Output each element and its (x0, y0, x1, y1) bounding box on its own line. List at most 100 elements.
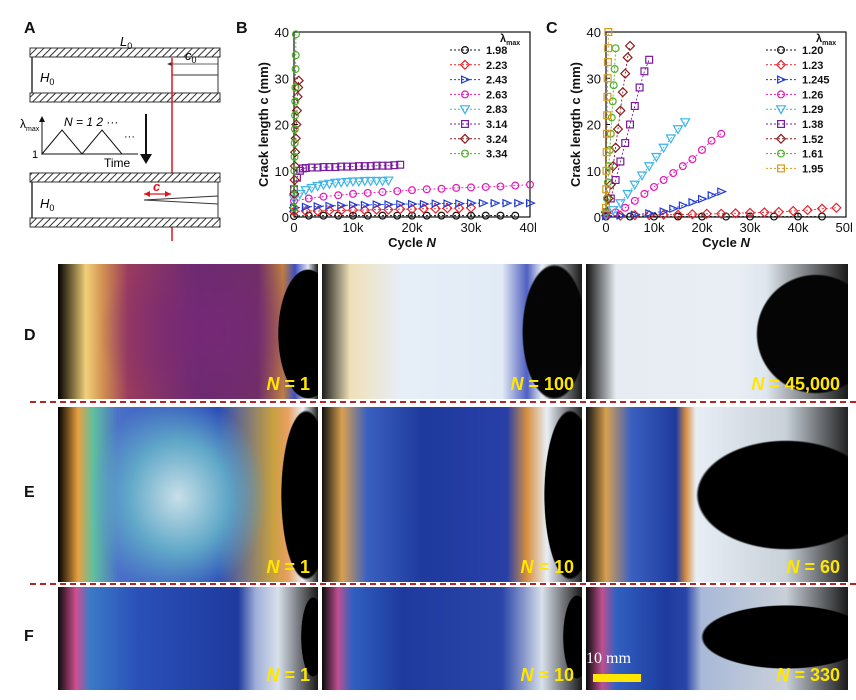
chart-c-legend-marker (775, 59, 787, 71)
l0-label: L0 (120, 36, 132, 51)
chart-b-point (378, 161, 387, 170)
chart-b-point (289, 160, 301, 172)
chart-b-legend-label: 2.43 (486, 75, 507, 87)
chart-c-point (643, 162, 655, 172)
photo-e1-label: N = 1 (266, 557, 310, 577)
chart-c-point (604, 44, 613, 53)
chart-c-legend-title: λmax (816, 33, 836, 47)
chart-c-point (636, 171, 648, 181)
chart-c-point (659, 176, 668, 185)
chart-c-legend-marker (777, 149, 786, 158)
chart-c-point (602, 129, 611, 138)
chart-b-ytick-label: 0 (282, 210, 289, 225)
chart-b-point (291, 64, 300, 73)
chart-b-point (306, 183, 318, 194)
chart-c-point (672, 125, 684, 135)
chart-b-point (490, 198, 501, 208)
chart-b-point (292, 91, 303, 102)
chart-b-point (452, 183, 461, 192)
chart-b-xtick-label: 10k (343, 220, 364, 235)
scale-bar-label: 10 mm (586, 650, 631, 667)
chart-c-legend-label: 1.23 (802, 60, 823, 72)
chart-b-legend-marker (459, 59, 471, 71)
dots-label: ··· (124, 131, 135, 143)
chart-b-point (354, 162, 363, 171)
chart-c-point (650, 152, 662, 163)
photo-f1: N = 1 (58, 587, 318, 690)
chart-c-point (717, 187, 728, 196)
chart-b-point (291, 111, 300, 120)
chart-c-point (601, 203, 610, 212)
chart-c-point (816, 203, 828, 214)
chart-b-point (348, 162, 357, 171)
chart-c-point (604, 162, 613, 171)
chart-b-point (431, 199, 442, 208)
chart-c-point (602, 194, 611, 203)
chart-b-point (323, 179, 335, 190)
chart-c-point (715, 208, 727, 220)
chart-c-xlabel: Cycle N (702, 235, 750, 250)
chart-b-point (348, 189, 357, 198)
chart-b-point (511, 211, 520, 220)
chart-b-point (366, 162, 375, 171)
chart-b-point (396, 160, 405, 169)
chart-c-point (621, 203, 630, 212)
chart-c-ytick-label: 0 (594, 210, 601, 225)
chart-c-legend-marker (777, 75, 787, 84)
chart-c-xtick-label: 10k (644, 220, 665, 235)
chart-c-point (615, 105, 626, 116)
panel-letter-f: F (24, 628, 34, 645)
chart-b-point (289, 203, 298, 212)
chart-c-point (717, 129, 726, 138)
chart-b-legend-marker (459, 133, 471, 145)
chart-c-point (603, 58, 612, 67)
chart-b-point (378, 211, 387, 220)
photo-f1-label: N = 1 (266, 665, 310, 685)
chart-c-point (609, 81, 618, 90)
chart-c-ytick-label: 30 (587, 71, 601, 86)
chart-b-point (289, 174, 300, 186)
chart-b-point (325, 163, 334, 172)
chart-b-ytick-label: 20 (275, 118, 289, 133)
chart-b-point (331, 163, 340, 172)
chart-c-legend-label: 1.61 (802, 149, 823, 161)
chart-c-xtick-label: 50k (836, 220, 852, 235)
photo-f3-label: N = 330 (776, 665, 840, 685)
chart-c-legend-marker (775, 133, 787, 145)
chart-b-xtick-label: 40k (520, 220, 536, 235)
photo-d2: N = 100 (322, 264, 582, 399)
chart-b-point (359, 176, 371, 187)
chart-b-point (319, 211, 328, 220)
chart-b-point (301, 163, 310, 172)
chart-b-ytick-label: 10 (275, 164, 289, 179)
chart-c-point (624, 40, 636, 52)
chart-c-point (630, 196, 639, 205)
panel-letter-e: E (24, 484, 35, 501)
chart-c-point (603, 193, 614, 204)
chart-b-point (319, 163, 328, 172)
chart-b-point (337, 162, 346, 171)
chart-b-point (408, 186, 417, 195)
chart-c-point (603, 92, 612, 101)
chart-c-point (602, 148, 611, 157)
chart-c-point (629, 180, 641, 191)
chart-b-point (304, 194, 313, 203)
one-label: 1 (32, 149, 38, 161)
chart-b-point (422, 185, 431, 194)
chart-b-point (341, 177, 353, 188)
chart-b-point (343, 162, 352, 171)
chart-c-point (635, 83, 644, 92)
chart-b-point (318, 180, 329, 191)
chart-b-legend-marker (461, 75, 471, 84)
chart-c-point (625, 120, 634, 129)
chart-c-point (773, 206, 785, 218)
chart-c-point (678, 201, 689, 210)
chart-b-point (481, 211, 490, 220)
chart-b-point (319, 192, 328, 201)
chart-b-point (334, 191, 343, 200)
photo-d1-label: N = 1 (266, 374, 310, 394)
chart-c-point (679, 118, 691, 128)
photo-d3: N = 45,000 (586, 264, 848, 399)
chart-b-legend-label: 3.24 (486, 134, 508, 146)
chart-c-point (622, 189, 634, 200)
